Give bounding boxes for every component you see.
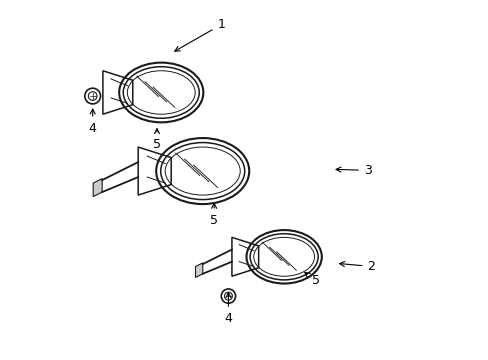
Polygon shape bbox=[93, 179, 102, 197]
Text: 5: 5 bbox=[153, 129, 161, 151]
Text: 1: 1 bbox=[174, 18, 225, 51]
Text: 4: 4 bbox=[224, 293, 232, 325]
Text: 5: 5 bbox=[210, 203, 218, 226]
Text: 3: 3 bbox=[335, 164, 371, 177]
Text: 4: 4 bbox=[88, 109, 97, 135]
Polygon shape bbox=[195, 263, 203, 278]
Text: 5: 5 bbox=[304, 273, 319, 287]
Text: 2: 2 bbox=[339, 260, 374, 273]
